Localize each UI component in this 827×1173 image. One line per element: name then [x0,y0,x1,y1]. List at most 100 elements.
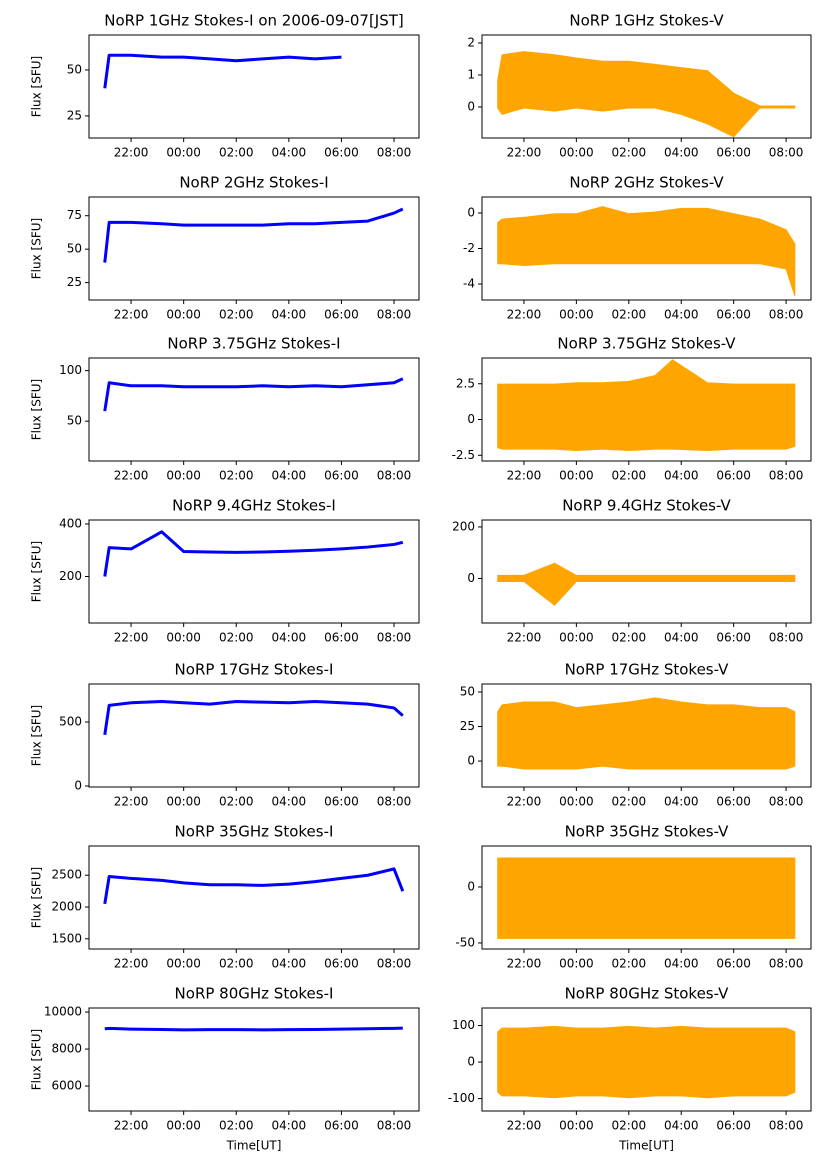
y-tick-label: 1 [467,67,475,81]
x-tick-label: 02:00 [219,146,254,160]
x-tick-label: 00:00 [166,469,201,483]
x-tick-label: 02:00 [612,957,647,971]
x-tick-label: 02:00 [612,631,647,645]
x-tick-label: 00:00 [166,146,201,160]
x-tick-label: 00:00 [559,1119,594,1133]
subplot-title: NoRP 1GHz Stokes-V [569,12,724,30]
axes-frame [481,1007,812,1112]
x-tick-label: 06:00 [324,146,359,160]
flux-line [104,1026,403,1032]
y-axis-label: Flux [SFU] [30,56,44,117]
y-axis-label: Flux [SFU] [30,867,44,928]
y-tick-label: 0 [74,778,82,792]
subplot-title: NoRP 9.4GHz Stokes-V [562,497,731,515]
x-tick-label: 08:00 [769,631,804,645]
flux-band [497,1025,796,1099]
x-tick-label: 06:00 [716,1119,751,1133]
flux-band [497,206,796,296]
x-tick-label: 08:00 [769,469,804,483]
x-tick-label: 00:00 [166,308,201,322]
y-tick-label: 100 [452,1018,475,1032]
y-tick-label: 2 [467,35,475,49]
x-tick-label: 02:00 [219,795,254,809]
x-tick-label: 04:00 [664,1119,699,1133]
x-tick-label: 00:00 [166,957,201,971]
x-tick-label: 02:00 [612,308,647,322]
y-tick-label: -2 [463,241,475,255]
x-tick-label: 08:00 [377,308,412,322]
axes-frame [88,196,420,301]
x-tick-label: 22:00 [507,795,542,809]
x-tick-label: 06:00 [324,1119,359,1133]
flux-line [103,53,342,89]
x-tick-label: 08:00 [377,146,412,160]
x-tick-label: 00:00 [559,146,594,160]
flux-band [497,697,796,770]
x-tick-label: 06:00 [716,469,751,483]
x-tick-label: 08:00 [377,1119,412,1133]
x-tick-label: 22:00 [114,1119,149,1133]
x-tick-label: 08:00 [769,146,804,160]
x-tick-label: 06:00 [716,795,751,809]
y-tick-label: 50 [67,414,82,428]
subplot-title: NoRP 2GHz Stokes-V [569,174,724,192]
y-tick-label: 2.5 [456,376,475,390]
x-tick-label: 08:00 [769,1119,804,1133]
axes-frame [481,34,812,139]
flux-line [103,377,404,412]
x-tick-label: 04:00 [272,469,307,483]
y-tick-label: 25 [67,108,82,122]
axes-frame [88,683,420,788]
x-tick-label: 06:00 [716,631,751,645]
subplot-title: NoRP 17GHz Stokes-I [175,661,334,679]
y-tick-label: 25 [460,719,475,733]
flux-line [103,207,404,263]
y-axis-label: Flux [SFU] [30,218,44,279]
x-tick-label: 04:00 [272,308,307,322]
y-tick-label: 2000 [51,900,82,914]
x-tick-label: 06:00 [716,146,751,160]
x-tick-label: 00:00 [166,631,201,645]
x-tick-label: 02:00 [219,957,254,971]
y-tick-label: 10000 [44,1005,82,1019]
x-tick-label: 04:00 [272,795,307,809]
x-tick-label: 08:00 [769,308,804,322]
flux-band [497,857,796,939]
x-tick-label: 22:00 [114,795,149,809]
y-axis-label: Flux [SFU] [30,379,44,440]
x-axis-label: Time[UT] [618,1139,674,1153]
x-tick-label: 22:00 [507,1119,542,1133]
x-tick-label: 02:00 [612,146,647,160]
x-axis-label: Time[UT] [226,1139,282,1153]
x-tick-label: 04:00 [272,957,307,971]
x-tick-label: 02:00 [612,469,647,483]
y-tick-label: 6000 [51,1079,82,1093]
x-tick-label: 00:00 [559,308,594,322]
x-tick-label: 08:00 [377,957,412,971]
y-tick-label: 500 [59,715,82,729]
axes-frame [481,683,812,788]
x-tick-label: 22:00 [507,308,542,322]
x-tick-label: 22:00 [114,308,149,322]
flux-band [497,359,796,452]
x-tick-label: 04:00 [664,469,699,483]
y-tick-label: 8000 [51,1042,82,1056]
x-tick-label: 02:00 [612,1119,647,1133]
x-tick-label: 02:00 [219,631,254,645]
y-tick-label: -4 [463,277,475,291]
y-tick-label: 50 [67,242,82,256]
x-tick-label: 04:00 [272,1119,307,1133]
subplot-title: NoRP 17GHz Stokes-V [565,661,730,679]
y-axis-label: Flux [SFU] [30,1029,44,1090]
y-tick-label: 0 [467,1055,475,1069]
axes-frame [481,845,812,950]
flux-line [103,867,405,905]
x-tick-label: 06:00 [324,469,359,483]
x-tick-label: 22:00 [507,146,542,160]
x-tick-label: 08:00 [377,795,412,809]
x-tick-label: 06:00 [716,308,751,322]
x-tick-label: 06:00 [324,631,359,645]
subplot-title: NoRP 1GHz Stokes-I on 2006-09-07[JST] [104,12,404,30]
